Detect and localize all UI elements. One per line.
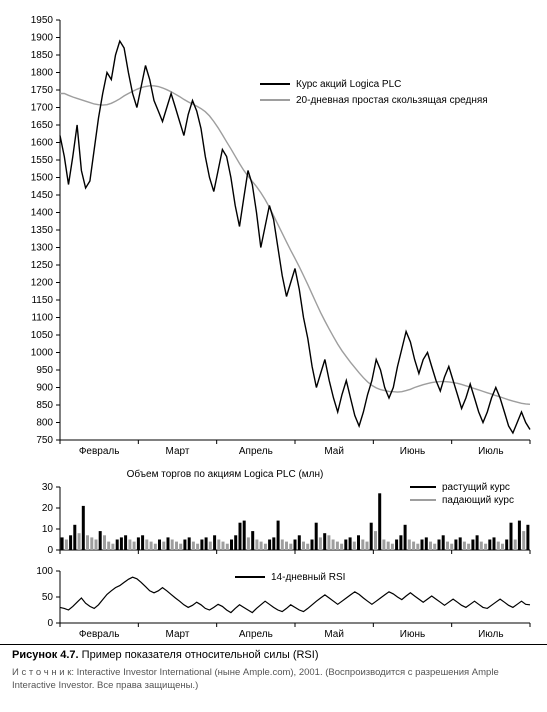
svg-text:Июнь: Июнь	[400, 629, 425, 640]
svg-text:падающий курс: падающий курс	[442, 495, 514, 506]
svg-text:1100: 1100	[31, 313, 53, 324]
svg-text:850: 850	[36, 400, 53, 411]
svg-text:1600: 1600	[31, 138, 54, 149]
svg-text:14-дневный RSI: 14-дневный RSI	[271, 572, 345, 583]
svg-text:800: 800	[36, 418, 53, 429]
svg-text:1200: 1200	[31, 278, 54, 289]
svg-text:1350: 1350	[31, 225, 54, 236]
price-chart: 750 800 850 900 950 1000 1050 1100 1150 1200 1250 1…	[0, 0, 547, 460]
svg-text:Курс акций Logica PLC: Курс акций Logica PLC	[296, 79, 401, 90]
svg-text:100: 100	[36, 566, 53, 577]
svg-text:Июль: Июль	[478, 446, 504, 457]
svg-text:1700: 1700	[31, 103, 54, 114]
svg-text:0: 0	[47, 618, 53, 629]
svg-text:1400: 1400	[31, 208, 54, 219]
svg-text:Апрель: Апрель	[239, 629, 273, 640]
svg-text:1900: 1900	[31, 33, 54, 44]
volume-chart: Объем торгов по акциям Logica PLC (млн) 0…	[0, 465, 547, 565]
svg-text:0: 0	[47, 545, 53, 556]
svg-text:Июль: Июль	[478, 629, 504, 640]
svg-text:1850: 1850	[31, 50, 54, 61]
svg-text:Объем торгов по акциям Logica: Объем торгов по акциям Logica PLC (млн)	[127, 468, 324, 480]
svg-text:50: 50	[42, 592, 54, 603]
caption-label: Рисунок 4.7.	[12, 649, 79, 661]
svg-text:1800: 1800	[31, 68, 54, 79]
svg-text:1050: 1050	[31, 330, 54, 341]
svg-text:1950: 1950	[31, 15, 54, 26]
svg-text:1500: 1500	[31, 173, 54, 184]
svg-text:растущий курс: растущий курс	[442, 482, 510, 493]
svg-text:1250: 1250	[31, 260, 54, 271]
svg-text:20-дневная простая скользящая: 20-дневная простая скользящая средняя	[296, 95, 488, 106]
svg-text:Май: Май	[324, 629, 344, 640]
svg-text:1750: 1750	[31, 85, 54, 96]
caption-source-text: Interactive Investor International (ныне…	[12, 667, 499, 691]
page-root: 7508008509009501000105011001150120012501…	[0, 0, 547, 712]
caption-title: Пример показателя относительной силы (RS…	[82, 649, 319, 661]
svg-text:Февраль: Февраль	[79, 446, 120, 457]
svg-text:1150: 1150	[31, 295, 53, 306]
svg-text:950: 950	[36, 365, 53, 376]
svg-text:Июнь: Июнь	[400, 446, 425, 457]
svg-text:30: 30	[42, 482, 54, 493]
svg-text:Февраль: Февраль	[79, 629, 120, 640]
svg-text:1000: 1000	[31, 348, 54, 359]
svg-text:1550: 1550	[31, 155, 54, 166]
rsi-chart: 0 50 100 Февраль Март Апрель Май Июнь Июль 14-дне…	[0, 563, 547, 643]
svg-text:10: 10	[42, 524, 54, 535]
svg-text:Май: Май	[324, 446, 344, 457]
svg-text:750: 750	[36, 435, 53, 446]
caption-source: И с т о ч н и к: Interactive Investor In…	[12, 667, 535, 693]
svg-text:900: 900	[36, 383, 53, 394]
svg-text:20: 20	[42, 503, 54, 514]
svg-text:1450: 1450	[31, 190, 54, 201]
svg-text:Апрель: Апрель	[239, 446, 273, 457]
caption-divider	[0, 644, 547, 645]
svg-text:1300: 1300	[31, 243, 54, 254]
svg-text:Март: Март	[166, 629, 190, 640]
caption-source-label: И с т о ч н и к:	[12, 667, 74, 678]
svg-text:1650: 1650	[31, 120, 54, 131]
figure-caption: Рисунок 4.7. Пример показателя относител…	[12, 648, 535, 692]
svg-text:Март: Март	[166, 446, 190, 457]
